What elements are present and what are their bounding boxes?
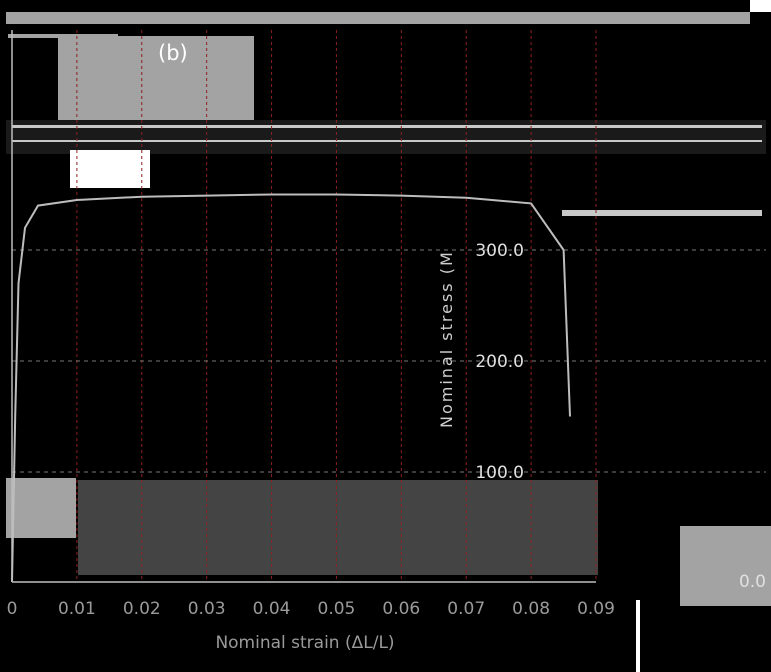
right-band (562, 210, 762, 216)
white-bar (636, 600, 640, 672)
x-tick-label: 0.09 (577, 599, 615, 619)
hatched-band (78, 480, 598, 575)
y-tick-zero: 0.0 (739, 572, 766, 592)
curves (11, 193, 571, 583)
gray-block-top (58, 36, 254, 122)
x-tick-label: 0.06 (382, 599, 420, 619)
y-tick-label: 100.0 (475, 463, 524, 483)
x-tick-label: 0.07 (447, 599, 485, 619)
band-line-1 (12, 125, 762, 128)
x-tick-label: 0.05 (318, 599, 356, 619)
x-tick-label: 0.08 (512, 599, 550, 619)
grid-lines (12, 30, 766, 582)
top-bar (6, 12, 750, 24)
inset-panel (360, 215, 555, 480)
x-tick-label: 0.01 (58, 599, 96, 619)
x-tick-label: 0 (7, 599, 18, 619)
x-tick-label: 0.02 (123, 599, 161, 619)
series-line (11, 193, 571, 583)
x-tick-label: 0.03 (188, 599, 226, 619)
band-line-2 (12, 140, 762, 142)
gray-block-bottom-left (6, 478, 76, 538)
y-tick-label: 300.0 (475, 241, 524, 261)
x-tick-label: 0.04 (253, 599, 291, 619)
y-tick-label: 200.0 (475, 352, 524, 372)
x-axis-label: Nominal strain (ΔL/L) (215, 633, 394, 653)
axes (11, 30, 596, 583)
panel-label: (b) (158, 41, 188, 65)
top-left-line (8, 34, 118, 38)
gray-block-bottom-right (680, 526, 771, 606)
corner-white (750, 0, 771, 12)
y-tick-labels: 300.0 200.0 100.0 (475, 241, 524, 483)
y-axis-label: Nominal stress (M (437, 250, 456, 428)
x-tick-labels: 0 0.01 0.02 0.03 0.04 0.05 0.06 0.07 0.08 0.09 (7, 599, 615, 619)
white-strip-block (70, 150, 150, 188)
